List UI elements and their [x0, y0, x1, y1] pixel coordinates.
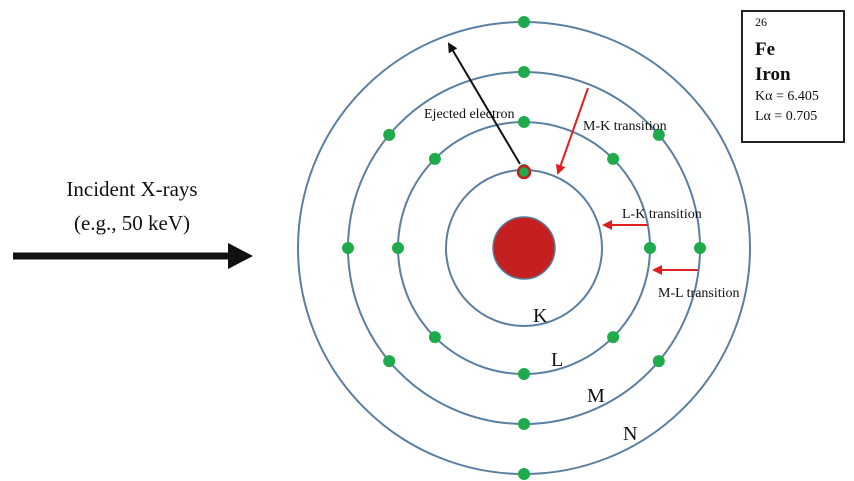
electron-l-1 — [518, 116, 530, 128]
ml-transition-label: M-L transition — [658, 286, 740, 301]
electron-l-5 — [518, 368, 530, 380]
l-alpha-energy: Lα = 0.705 — [755, 109, 818, 124]
electron-l-7 — [392, 242, 404, 254]
electron-m-8 — [383, 128, 396, 141]
electron-m-6 — [383, 355, 396, 368]
electron-m-3 — [694, 242, 706, 254]
incident-xrays-label: Incident X-rays — [66, 177, 197, 201]
mk-transition-arrow — [555, 87, 589, 175]
atomic-number: 26 — [755, 15, 767, 29]
element-info-box: 26 Fe Iron Kα = 6.405 Lα = 0.705 — [741, 10, 845, 143]
lk-transition-label: L-K transition — [622, 207, 702, 222]
shell-label-l: L — [551, 349, 563, 371]
ejected-electron-arrow — [447, 42, 521, 165]
electron-m-4 — [652, 355, 665, 368]
incident-energy-label: (e.g., 50 keV) — [74, 211, 190, 235]
electron-n-1 — [518, 16, 530, 28]
electron-m-1 — [518, 66, 530, 78]
electron-m-2 — [652, 128, 665, 141]
vacancy-electron — [516, 164, 532, 180]
electron-l-6 — [428, 331, 441, 344]
electron-l-4 — [607, 331, 620, 344]
electrons — [342, 16, 706, 480]
shell-label-k: K — [533, 305, 548, 327]
electron-l-8 — [428, 152, 441, 165]
ejected-electron-label: Ejected electron — [424, 107, 515, 122]
electron-m-7 — [342, 242, 354, 254]
k-alpha-energy: Kα = 6.405 — [755, 89, 819, 104]
shell-label-m: M — [587, 385, 605, 407]
electron-l-3 — [644, 242, 656, 254]
element-name: Iron — [755, 64, 791, 85]
nucleus — [492, 216, 556, 280]
electron-n-2 — [518, 468, 530, 480]
electron-m-5 — [518, 418, 530, 430]
element-symbol: Fe — [755, 39, 776, 60]
shell-label-n: N — [623, 423, 637, 445]
mk-transition-label: M-K transition — [583, 119, 667, 134]
electron-l-2 — [607, 152, 620, 165]
incident-arrow-head — [228, 243, 253, 269]
